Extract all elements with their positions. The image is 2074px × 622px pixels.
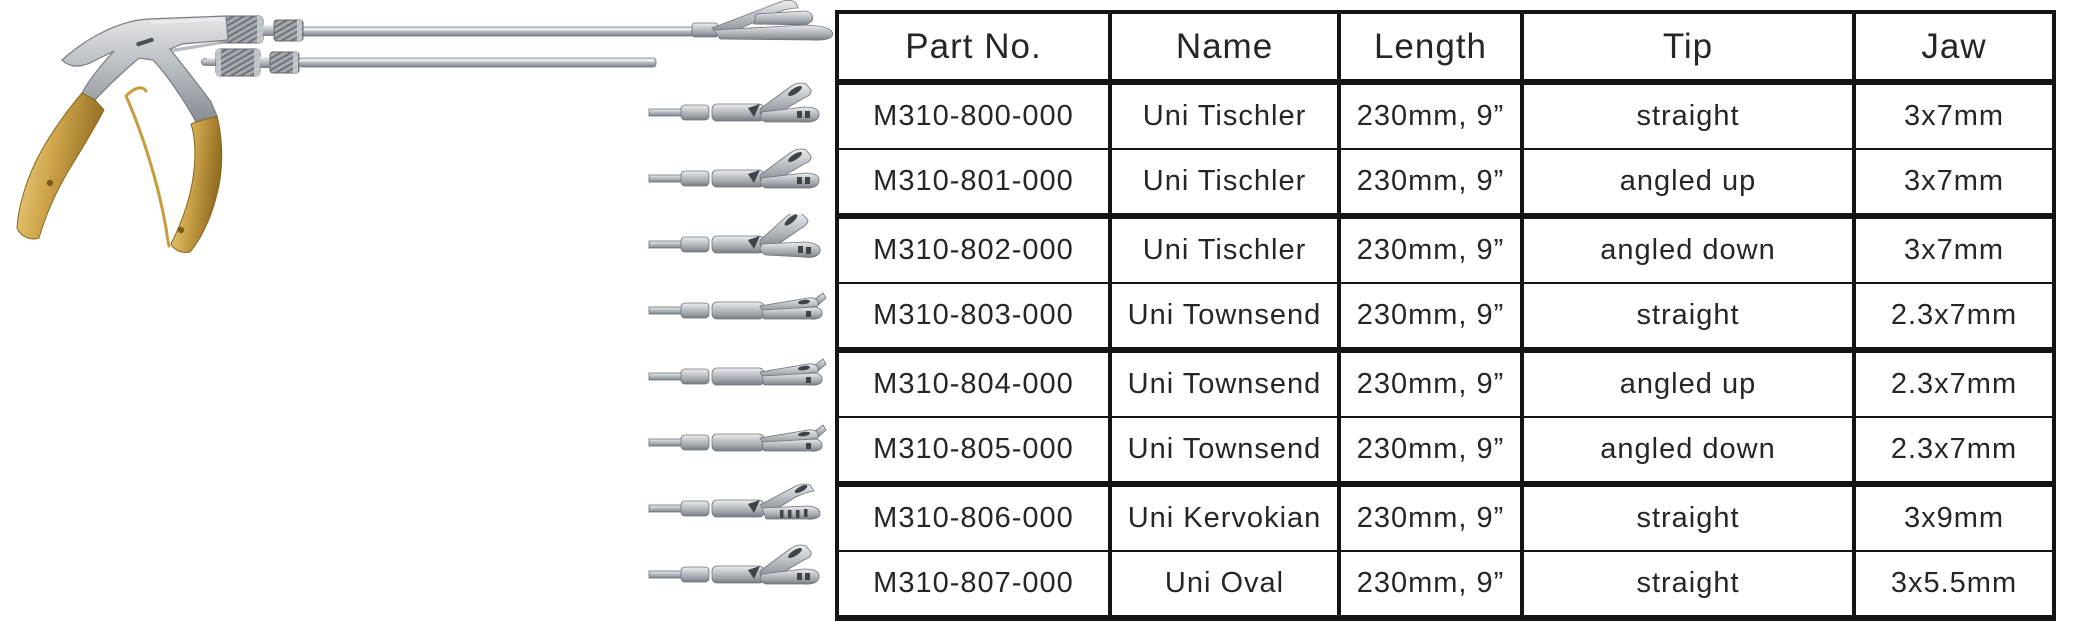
table-row: M310-805-000 Uni Townsend 230mm, 9” angl…	[835, 416, 2056, 487]
instrument-spare-shaft	[201, 48, 657, 77]
length-cell: 230mm, 9”	[1337, 148, 1524, 219]
name-cell: Uni Oval	[1108, 550, 1341, 621]
table-row: M310-802-000 Uni Tischler 230mm, 9” angl…	[835, 214, 2056, 284]
header-part-no: Part No.	[835, 10, 1112, 85]
length-cell: 230mm, 9”	[1337, 214, 1524, 284]
tip-thumbnail-row-8	[648, 544, 828, 602]
tip-cell: angled up	[1520, 148, 1856, 219]
instrument-top-shaft	[218, 15, 717, 44]
length-cell: 230mm, 9”	[1337, 80, 1524, 150]
length-cell: 230mm, 9”	[1337, 482, 1524, 552]
jaw-cell: 2.3x7mm	[1852, 282, 2056, 353]
tip-thumbnail-row-4	[648, 280, 828, 338]
length-cell: 230mm, 9”	[1337, 416, 1524, 487]
biopsy-forceps-handle-photo	[16, 0, 834, 253]
tip-thumbnail-row-7	[648, 478, 828, 536]
name-cell: Uni Townsend	[1108, 282, 1341, 353]
tip-thumbnail-row-3	[648, 214, 828, 272]
instrument-gold-handle-back	[16, 92, 105, 240]
name-cell: Uni Tischler	[1108, 214, 1341, 284]
part-no-cell: M310-803-000	[835, 282, 1112, 353]
tip-thumbnail-row-1	[648, 82, 828, 140]
tip-cell: angled down	[1520, 214, 1856, 284]
jaw-cell: 3x7mm	[1852, 80, 2056, 150]
tip-cell: straight	[1520, 482, 1856, 552]
parts-table: Part No. Name Length Tip Jaw M310-800-00…	[835, 10, 2056, 621]
table-row: M310-801-000 Uni Tischler 230mm, 9” angl…	[835, 148, 2056, 219]
part-no-cell: M310-807-000	[835, 550, 1112, 621]
tip-thumbnail-row-2	[648, 148, 828, 206]
tip-thumbnail-row-5	[648, 346, 828, 404]
table-row: M310-806-000 Uni Kervokian 230mm, 9” str…	[835, 482, 2056, 552]
tip-cell: angled down	[1520, 416, 1856, 487]
jaw-cell: 3x7mm	[1852, 148, 2056, 219]
instrument-handle-body	[61, 15, 229, 123]
tip-cell: straight	[1520, 80, 1856, 150]
header-row: Part No. Name Length Tip Jaw	[835, 10, 2056, 85]
tip-cell: straight	[1520, 282, 1856, 353]
name-cell: Uni Tischler	[1108, 80, 1341, 150]
jaw-cell: 3x5.5mm	[1852, 550, 2056, 621]
tip-cell: straight	[1520, 550, 1856, 621]
name-cell: Uni Townsend	[1108, 348, 1341, 418]
jaw-cell: 2.3x7mm	[1852, 416, 2056, 487]
part-no-cell: M310-806-000	[835, 482, 1112, 552]
jaw-cell: 3x7mm	[1852, 214, 2056, 284]
header-name: Name	[1108, 10, 1341, 85]
header-tip: Tip	[1520, 10, 1856, 85]
part-no-cell: M310-800-000	[835, 80, 1112, 150]
name-cell: Uni Kervokian	[1108, 482, 1341, 552]
jaw-cell: 3x9mm	[1852, 482, 2056, 552]
table-row: M310-800-000 Uni Tischler 230mm, 9” stra…	[835, 80, 2056, 150]
part-no-cell: M310-804-000	[835, 348, 1112, 418]
length-cell: 230mm, 9”	[1337, 550, 1524, 621]
part-no-cell: M310-805-000	[835, 416, 1112, 487]
tip-thumbnail-row-6	[648, 412, 828, 470]
table-row: M310-804-000 Uni Townsend 230mm, 9” angl…	[835, 348, 2056, 418]
name-cell: Uni Townsend	[1108, 416, 1341, 487]
part-no-cell: M310-801-000	[835, 148, 1112, 219]
table-row: M310-803-000 Uni Townsend 230mm, 9” stra…	[835, 282, 2056, 353]
header-jaw: Jaw	[1852, 10, 2056, 85]
instrument-gold-handle-front	[170, 115, 223, 253]
jaw-cell: 2.3x7mm	[1852, 348, 2056, 418]
length-cell: 230mm, 9”	[1337, 282, 1524, 353]
tip-cell: angled up	[1520, 348, 1856, 418]
table-row: M310-807-000 Uni Oval 230mm, 9” straight…	[835, 550, 2056, 621]
instrument-jaw-tip	[691, 0, 834, 41]
part-no-cell: M310-802-000	[835, 214, 1112, 284]
header-length: Length	[1337, 10, 1524, 85]
length-cell: 230mm, 9”	[1337, 348, 1524, 418]
instrument-spring	[124, 86, 171, 248]
name-cell: Uni Tischler	[1108, 148, 1341, 219]
